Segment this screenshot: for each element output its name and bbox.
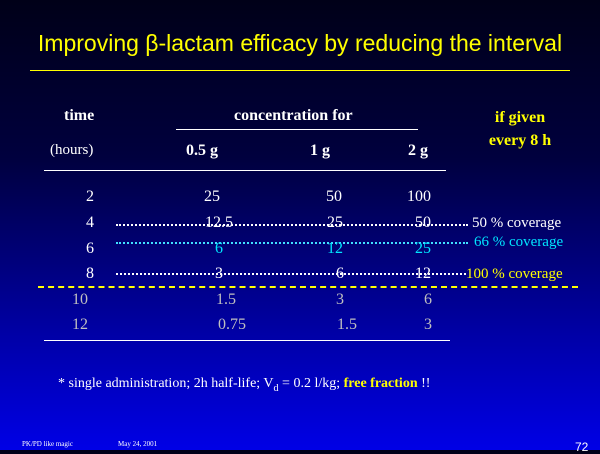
if-given-line-2: every 8 h: [488, 132, 552, 149]
row-time: 10: [72, 291, 88, 308]
page-number: 72: [575, 440, 589, 454]
coverage-line-100: [116, 273, 466, 275]
row-value: 3: [215, 265, 223, 282]
footnote-free-fraction: free fraction: [343, 376, 418, 391]
row-value: 25: [204, 188, 220, 205]
footnote-subscript: d: [273, 382, 279, 394]
row-value: 6: [424, 291, 432, 308]
row-value: 6: [336, 265, 344, 282]
row-value: 3: [336, 291, 344, 308]
row-time: 4: [86, 214, 94, 231]
row-time: 12: [72, 316, 88, 333]
coverage-label-100: 100 % coverage: [466, 266, 563, 282]
threshold-dashed-line: [38, 286, 578, 288]
row-value: 25: [415, 240, 431, 257]
row-value: 50: [326, 188, 342, 205]
concentration-header: concentration for: [234, 107, 353, 124]
title-underline: [30, 70, 570, 71]
footnote: * single administration; 2h half-life; V…: [58, 376, 430, 394]
footnote-middle: = 0.2 l/kg;: [278, 376, 344, 391]
footer-date: May 24, 2001: [118, 440, 158, 448]
dose-header-2g: 2 g: [408, 142, 428, 159]
footer-left-text: PK/PD like magic: [22, 440, 73, 448]
row-value: 50: [415, 214, 431, 231]
row-value: 12.5: [205, 214, 233, 231]
hours-header: (hours): [50, 142, 94, 158]
coverage-line-50: [116, 224, 468, 226]
row-time: 6: [86, 240, 94, 257]
row-value: 1.5: [216, 291, 236, 308]
row-value: 1.5: [337, 316, 357, 333]
dose-header-0-5g: 0.5 g: [186, 142, 218, 159]
footnote-prefix: * single administration; 2h half-life; V: [58, 376, 274, 391]
if-given-line-1: if given: [494, 109, 546, 126]
slide-title: Improving β-lactam efficacy by reducing …: [37, 30, 563, 56]
row-value: 0.75: [218, 316, 246, 333]
row-value: 3: [424, 316, 432, 333]
row-time: 2: [86, 188, 94, 205]
coverage-line-66: [116, 242, 468, 244]
time-header: time: [64, 107, 95, 124]
header-separator: [44, 170, 446, 171]
row-time: 8: [86, 265, 94, 282]
table-bottom-rule: [44, 340, 450, 341]
dose-header-1g: 1 g: [310, 142, 330, 159]
concentration-underline: [176, 129, 418, 130]
row-value: 25: [327, 214, 343, 231]
row-value: 6: [215, 240, 223, 257]
coverage-label-66: 66 % coverage: [474, 234, 564, 250]
footnote-suffix: !!: [417, 376, 431, 391]
row-value: 12: [415, 265, 431, 282]
if-given-header: if given every 8 h: [460, 106, 580, 152]
row-value: 12: [327, 240, 343, 257]
coverage-label-50: 50 % coverage: [472, 215, 562, 231]
row-value: 100: [407, 188, 431, 205]
